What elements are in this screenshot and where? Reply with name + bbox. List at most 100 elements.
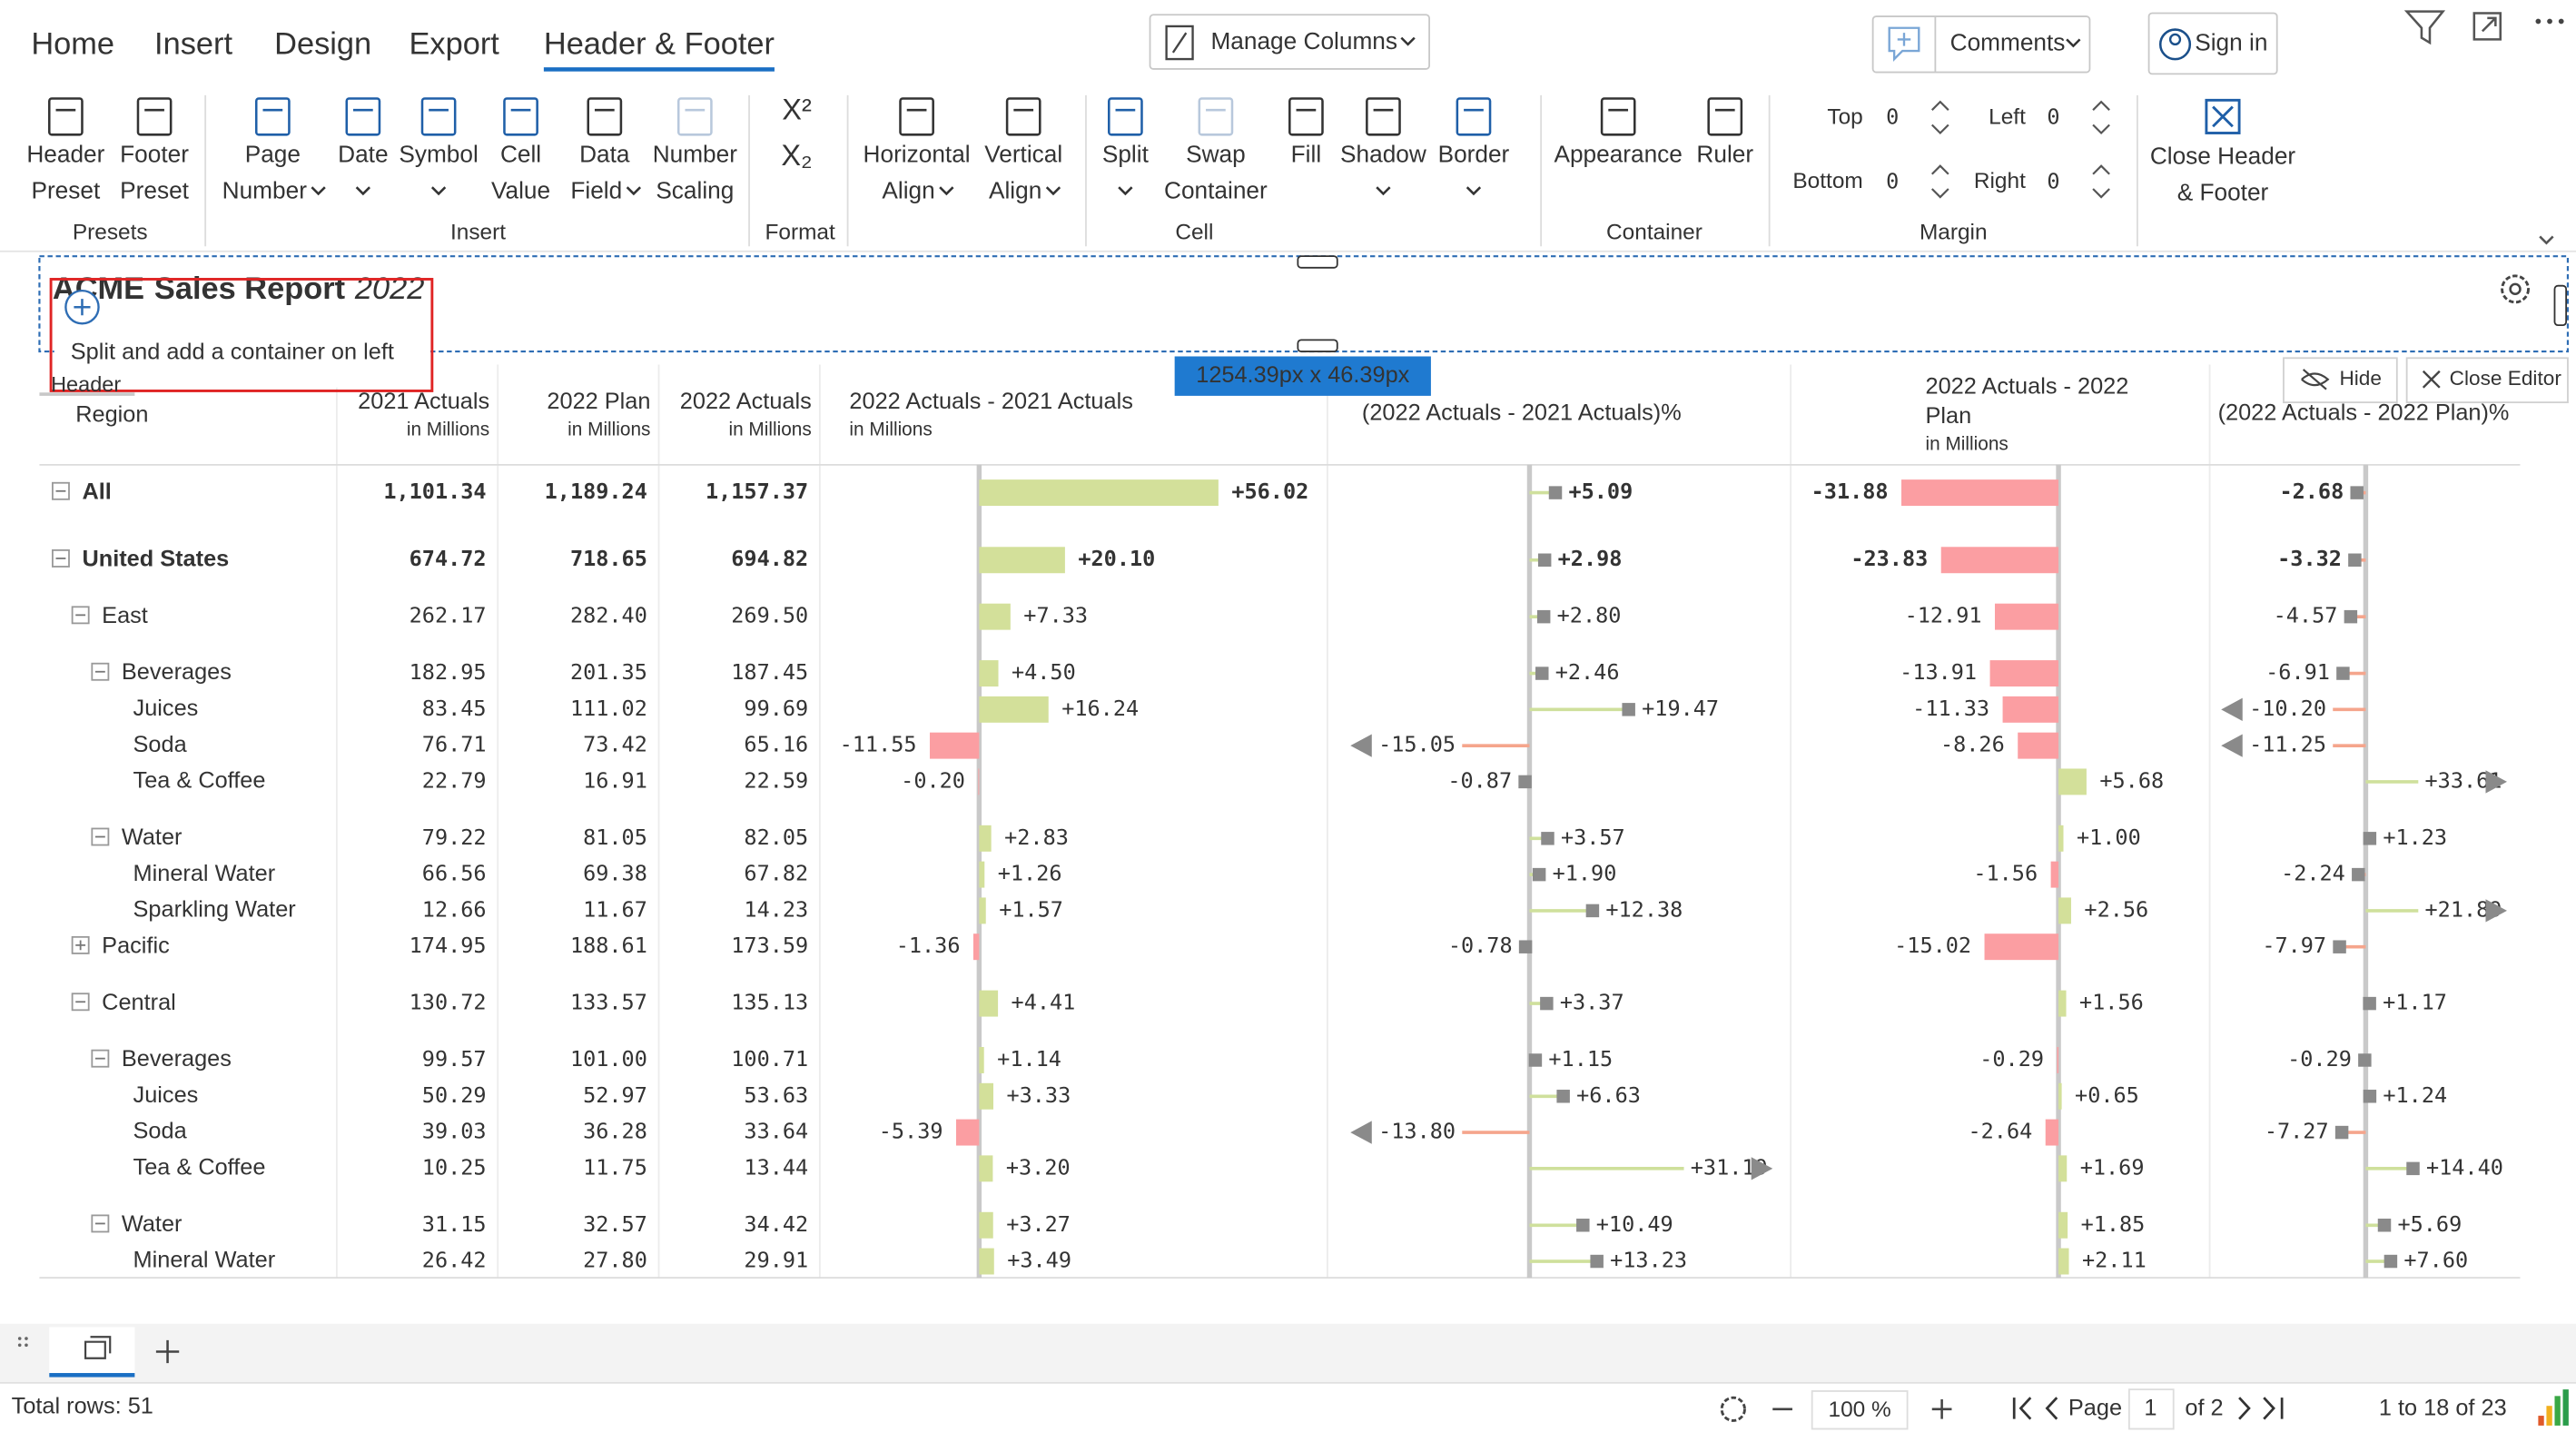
margin-input[interactable] [1871,97,1963,139]
variance-bar [2050,861,2059,888]
button-label[interactable]: Number [653,141,738,168]
button-icon[interactable] [1366,97,1401,136]
row-label: East [102,603,148,628]
close-editor-button[interactable] [2405,357,2569,404]
comments-button[interactable] [1871,15,2091,74]
more-dot[interactable] [2547,18,2552,25]
close-editor-label[interactable]: Close Editor [2450,367,2562,390]
button-label[interactable]: Field [570,177,622,204]
button-label[interactable]: Footer [120,141,189,168]
button-label[interactable]: Cell [500,141,541,168]
cell-value: 182.95 [410,659,487,685]
button-icon[interactable] [1288,97,1324,136]
close-label[interactable]: & Footer [2177,178,2269,205]
format-button[interactable]: X₂ [781,139,812,172]
button-label[interactable]: Swap [1186,141,1246,168]
settings-icon[interactable] [2501,274,2530,304]
button-label[interactable]: Align [882,177,934,204]
button-icon[interactable] [1707,97,1743,136]
margin-input[interactable] [1871,162,1963,203]
resize-handle[interactable] [1297,255,1338,269]
button-icon[interactable] [676,97,713,136]
margin-value[interactable]: 0 [1886,168,1899,193]
resize-handle[interactable] [1297,339,1338,352]
button-label[interactable]: Ruler [1696,141,1753,168]
button-label[interactable]: Align [989,177,1041,204]
sheet-tab-underline [49,1373,135,1378]
spinner[interactable] [2092,164,2110,199]
button-label[interactable]: Preset [31,177,101,204]
button-label[interactable]: Header [26,141,104,168]
prev-page[interactable] [2045,1397,2058,1420]
button-label[interactable]: Border [1438,141,1510,168]
zoom-box[interactable] [1811,1390,1909,1430]
sign-in-label[interactable]: Sign in [2195,29,2267,56]
add-sheet[interactable] [155,1339,180,1364]
variance-label: -23.83 [1851,546,1928,571]
sheet-tab[interactable] [49,1327,135,1377]
button-icon[interactable] [1108,97,1143,136]
button-label[interactable]: Number [222,177,308,204]
close-icon[interactable] [2205,98,2241,134]
button-icon[interactable] [1005,97,1041,136]
button-label[interactable]: Value [491,177,550,204]
button-icon[interactable] [1600,97,1636,136]
button-icon[interactable] [1198,97,1234,136]
button-label[interactable]: Split [1102,141,1150,168]
manage-columns-button[interactable] [1149,14,1431,70]
button-icon[interactable] [1456,97,1492,136]
hide-label[interactable]: Hide [2339,367,2382,390]
status-settings[interactable] [1720,1396,1746,1422]
button-label[interactable]: Fill [1291,141,1322,168]
button-icon[interactable] [254,97,291,136]
format-button[interactable]: X² [782,94,812,126]
margin-value[interactable]: 0 [2047,168,2059,193]
margin-value[interactable]: 0 [2047,104,2059,130]
filter-icon[interactable] [2403,10,2446,45]
button-icon[interactable] [345,97,381,136]
margin-value[interactable]: 0 [1886,104,1899,130]
button-label[interactable]: Container [1164,177,1268,204]
button-label[interactable]: Horizontal [864,141,971,168]
margin-input[interactable] [2033,97,2124,139]
button-label[interactable]: Page [245,141,301,168]
button-icon[interactable] [899,97,934,136]
drag-dot [25,1343,28,1348]
more-dot[interactable] [2535,18,2541,25]
button-label[interactable]: Data [579,141,630,168]
button-label[interactable]: Appearance [1554,141,1682,168]
row-range: 1 to 18 of 23 [2379,1396,2507,1421]
next-page[interactable] [2238,1397,2251,1420]
button-label[interactable]: Scaling [656,177,734,204]
ribbon-tab[interactable]: Insert [154,27,232,62]
close-label[interactable]: Close Header [2150,143,2296,170]
first-page[interactable] [2012,1397,2032,1420]
spinner[interactable] [2092,100,2110,135]
button-label[interactable]: Symbol [399,141,478,168]
brand-bar [2546,1406,2552,1426]
last-page[interactable] [2263,1397,2284,1420]
cell-value: 34.42 [744,1211,808,1237]
ribbon-tab[interactable]: Header & Footer [544,27,775,62]
button-label[interactable]: Date [338,141,388,168]
page-box[interactable] [2127,1388,2175,1430]
more-dot[interactable] [2558,18,2564,25]
spinner[interactable] [1930,100,1949,135]
button-icon[interactable] [420,97,457,136]
zoom-in[interactable] [1931,1398,1952,1419]
button-icon[interactable] [48,97,84,136]
ribbon-tab[interactable]: Home [31,27,114,62]
button-icon[interactable] [587,97,623,136]
button-label[interactable]: Shadow [1340,141,1426,168]
button-label[interactable]: Preset [120,177,190,204]
resize-handle[interactable] [2553,284,2568,327]
column-unit: in Millions [568,419,650,440]
margin-input[interactable] [2033,162,2124,203]
spinner[interactable] [1930,164,1949,199]
ribbon-tab[interactable]: Design [274,27,371,62]
button-icon[interactable] [503,97,538,136]
ribbon-tab[interactable]: Export [410,27,500,62]
button-label[interactable]: Vertical [984,141,1062,168]
button-icon[interactable] [136,97,173,136]
popout-icon[interactable] [2472,12,2502,41]
